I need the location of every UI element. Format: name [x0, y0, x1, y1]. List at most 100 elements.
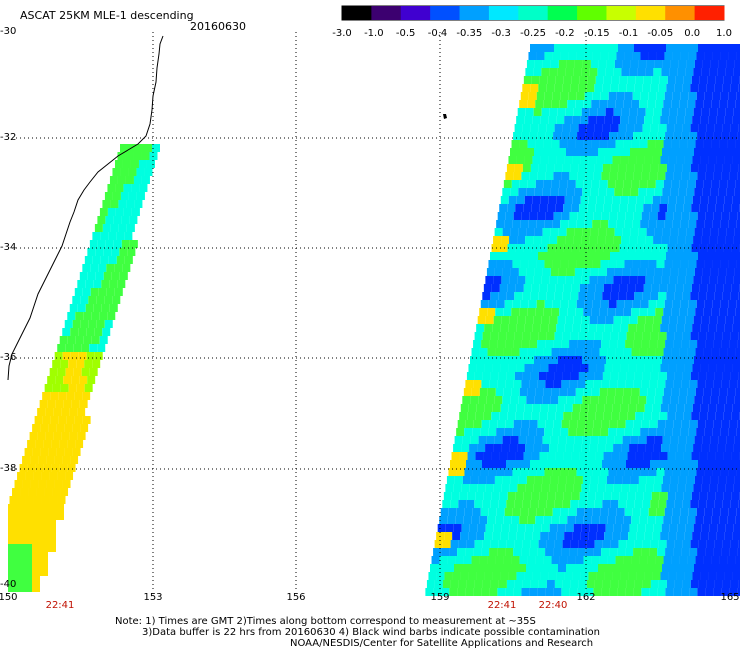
swath-cell — [530, 500, 539, 508]
swath-cell — [548, 324, 557, 332]
swath-cell — [469, 484, 478, 492]
swath-cell — [459, 452, 468, 460]
swath-cell — [96, 320, 105, 328]
swath-cell — [566, 148, 574, 156]
swath-cell — [474, 460, 482, 468]
swath-cell — [77, 280, 86, 288]
swath-cell — [715, 492, 724, 500]
swath-cell — [669, 316, 678, 324]
swath-cell — [541, 108, 550, 116]
swath-cell — [730, 580, 739, 588]
swath-cell — [655, 100, 664, 108]
swath-cell — [618, 44, 626, 52]
swath-cell — [572, 572, 581, 580]
swath-cell — [69, 408, 78, 416]
swath-cell — [584, 468, 593, 476]
swath-cell — [594, 460, 602, 468]
swath-cell — [56, 512, 64, 520]
swath-cell — [632, 52, 641, 60]
swath-cell — [679, 140, 688, 148]
swath-cell — [677, 484, 686, 492]
swath-cell — [477, 484, 486, 492]
swath-cell — [673, 212, 682, 220]
swath-cell — [588, 572, 597, 580]
swath-cell — [585, 172, 594, 180]
swath-cell — [551, 348, 560, 356]
swath-cell — [703, 100, 712, 108]
swath-cell — [524, 572, 533, 580]
swath-cell — [716, 324, 725, 332]
swath-cell — [668, 532, 677, 540]
swath-cell — [603, 452, 612, 460]
swath-cell — [67, 464, 76, 472]
swath-cell — [624, 468, 633, 476]
swath-cell — [689, 212, 698, 220]
swath-cell — [609, 340, 618, 348]
swath-cell — [490, 460, 498, 468]
swath-cell — [659, 244, 668, 252]
swath-cell — [635, 492, 644, 500]
swath-cell — [682, 580, 691, 588]
swath-cell — [508, 532, 517, 540]
swath-cell — [619, 244, 628, 252]
swath-cell — [656, 508, 665, 516]
swath-cell — [79, 400, 88, 408]
swath-cell — [620, 116, 629, 124]
swath-cell — [646, 188, 655, 196]
swath-cell — [648, 220, 657, 228]
swath-cell — [537, 340, 546, 348]
swath-cell — [649, 132, 658, 140]
swath-cell — [688, 428, 697, 436]
swath-cell — [622, 268, 631, 276]
swath-cell — [552, 260, 561, 268]
swath-cell — [698, 164, 707, 172]
swath-cell — [596, 196, 605, 204]
swath-cell — [694, 396, 703, 404]
swath-cell — [705, 548, 714, 556]
swath-cell — [68, 360, 77, 368]
swath-cell — [635, 284, 644, 292]
swath-cell — [488, 428, 497, 436]
swath-cell — [598, 268, 607, 276]
lat-label: -40 — [0, 579, 17, 590]
swath-cell — [703, 140, 712, 148]
swath-cell — [700, 196, 709, 204]
swath-cell — [577, 548, 586, 556]
swath-cell — [89, 344, 98, 352]
swath-cell — [707, 76, 716, 84]
swath-cell — [632, 220, 641, 228]
swath-cell — [526, 188, 535, 196]
swath-cell — [497, 548, 506, 556]
swath-cell — [656, 300, 665, 308]
swath-cell — [592, 428, 601, 436]
swath-cell — [678, 228, 687, 236]
swath-cell — [568, 428, 577, 436]
swath-cell — [494, 356, 502, 364]
swath-cell — [679, 308, 688, 316]
swath-cell — [713, 380, 722, 388]
swath-cell — [483, 412, 492, 420]
swath-cell — [40, 552, 48, 560]
swath-cell — [123, 208, 132, 216]
swath-cell — [727, 388, 736, 396]
swath-cell — [650, 372, 659, 380]
swath-cell — [533, 68, 542, 76]
swath-cell — [684, 364, 693, 372]
swath-cell — [708, 196, 717, 204]
swath-cell — [626, 84, 635, 92]
swath-cell — [719, 140, 728, 148]
swath-cell — [658, 500, 667, 508]
swath-cell — [510, 228, 519, 236]
swath-cell — [589, 316, 598, 324]
swath-cell — [711, 308, 720, 316]
swath-cell — [567, 308, 576, 316]
swath-cell — [687, 100, 696, 108]
swath-cell — [655, 308, 664, 316]
swath-cell — [516, 364, 525, 372]
swath-cell — [712, 508, 721, 516]
swath-cell — [731, 492, 740, 500]
swath-cell — [721, 588, 730, 596]
swath-cell — [648, 300, 657, 308]
swath-cell — [456, 468, 465, 476]
swath-cell — [503, 516, 512, 524]
